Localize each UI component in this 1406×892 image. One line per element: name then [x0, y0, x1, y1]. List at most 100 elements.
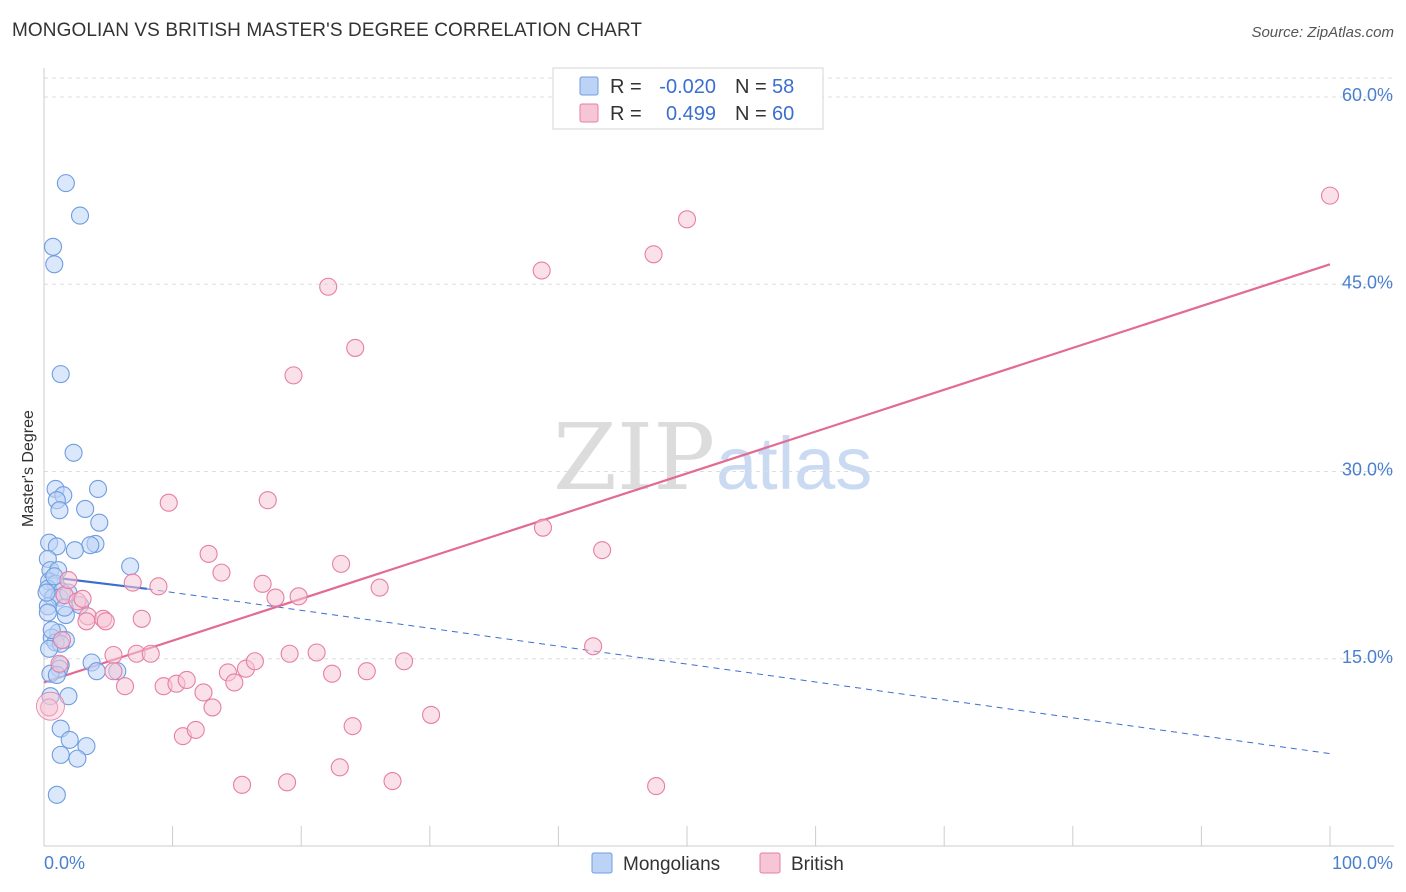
point-british-28	[212, 563, 231, 582]
point-british-57	[644, 245, 663, 264]
point-mongolians-1	[70, 206, 90, 225]
legend-n-value-2: 60	[772, 103, 794, 125]
point-mongolians-49	[77, 737, 96, 756]
point-british-58	[647, 777, 666, 796]
legend-n-value-1: 58	[772, 76, 794, 98]
source-credit: Source: ZipAtlas.com	[1251, 24, 1394, 41]
point-british-18	[149, 577, 168, 596]
legend-r-label-1: R =	[610, 76, 642, 98]
point-british-2	[52, 630, 72, 650]
point-british-36	[266, 588, 285, 607]
point-mongolians-10	[76, 499, 95, 519]
point-mongolians-7	[88, 479, 108, 499]
point-british-60	[1320, 186, 1340, 205]
point-british-40	[289, 587, 308, 606]
data-points	[36, 174, 1340, 804]
point-british-1	[50, 654, 69, 673]
point-mongolians-17	[65, 541, 84, 560]
chart-title: MONGOLIAN VS BRITISH MASTER'S DEGREE COR…	[12, 20, 643, 41]
legend-n-label-1: N =	[735, 76, 767, 98]
y-tick-label-30: 30.0%	[1342, 460, 1393, 480]
point-british-48	[357, 662, 376, 681]
point-british-34	[253, 574, 272, 593]
point-british-30	[225, 673, 244, 692]
x-tick-label-0: 0.0%	[44, 853, 85, 873]
bottom-legend-swatch-british	[759, 852, 781, 874]
bottom-legend-british: British	[791, 854, 844, 875]
watermark-zip: ZIP	[553, 404, 715, 511]
point-mongolians-52	[47, 785, 66, 804]
point-british-6	[73, 589, 92, 608]
gridlines	[44, 77, 1394, 660]
point-british-25	[194, 683, 213, 702]
point-british-50	[383, 772, 402, 791]
y-tick-label-15: 15.0%	[1342, 647, 1393, 667]
point-british-33	[245, 652, 264, 671]
watermark-atlas: atlas	[716, 422, 872, 505]
point-british-51	[395, 652, 414, 671]
point-mongolians-12	[90, 513, 109, 532]
point-mongolians-5	[64, 443, 83, 462]
point-mongolians-15	[47, 537, 66, 556]
correlation-legend: R = -0.020 N = 58 R = 0.499 N = 60	[552, 67, 824, 130]
point-british-44	[330, 758, 349, 777]
point-mongolians-3	[45, 255, 64, 274]
point-british-42	[319, 277, 338, 296]
point-mongolians-11	[50, 501, 69, 520]
point-mongolians-16	[81, 536, 100, 555]
point-british-53	[532, 261, 551, 280]
point-mongolians-4	[51, 365, 70, 384]
point-british-37	[278, 773, 297, 792]
point-british-56	[593, 541, 612, 560]
point-mongolians-37	[40, 639, 59, 658]
point-british-59	[677, 210, 697, 229]
point-mongolians-41	[87, 662, 106, 681]
point-mongolians-19	[121, 557, 140, 576]
y-tick-label-60: 60.0%	[1342, 85, 1393, 105]
axes	[43, 68, 1394, 847]
point-mongolians-51	[68, 749, 87, 768]
point-british-23	[177, 670, 196, 690]
point-british-17	[141, 644, 160, 663]
legend-swatch-british	[579, 103, 599, 123]
point-british-41	[307, 643, 326, 662]
point-mongolians-48	[60, 730, 79, 749]
point-british-20	[159, 493, 178, 512]
point-british-39	[284, 366, 303, 385]
point-mongolians-30	[38, 603, 57, 622]
legend-swatch-mongolians	[579, 76, 599, 96]
point-british-52	[422, 705, 441, 724]
point-british-10	[96, 612, 115, 631]
point-british-38	[280, 644, 299, 663]
point-british-4	[59, 571, 78, 590]
x-tick-label-100: 100.0%	[1332, 853, 1393, 873]
point-british-46	[343, 717, 362, 736]
watermark: ZIP atlas	[553, 404, 872, 511]
point-british-45	[332, 554, 351, 573]
point-british-0	[40, 698, 59, 717]
tick-labels: 15.0% 30.0% 45.0% 60.0% 0.0% 100.0%	[44, 85, 1393, 873]
series-legend: Mongolians British	[591, 852, 844, 875]
legend-n-label-2: N =	[735, 103, 767, 125]
point-mongolians-50	[51, 745, 70, 764]
point-british-26	[199, 544, 218, 563]
bottom-legend-mongolians: Mongolians	[623, 854, 720, 875]
trend-british	[43, 263, 1331, 684]
point-british-cluster	[36, 691, 65, 721]
point-british-24	[186, 720, 205, 739]
point-british-27	[203, 698, 222, 717]
point-british-54	[533, 518, 553, 537]
legend-r-value-1: -0.020	[659, 76, 716, 98]
point-british-14	[123, 573, 142, 592]
point-mongolians-2	[43, 237, 63, 256]
trend-mongolians-extension	[146, 588, 1331, 755]
point-british-13	[115, 677, 135, 696]
point-british-43	[323, 664, 342, 683]
point-british-16	[132, 609, 151, 628]
bottom-legend-swatch-mongolians	[591, 852, 613, 874]
point-british-31	[232, 775, 252, 794]
point-british-49	[370, 578, 389, 597]
point-mongolians-0	[56, 174, 75, 193]
point-british-8	[77, 612, 96, 631]
